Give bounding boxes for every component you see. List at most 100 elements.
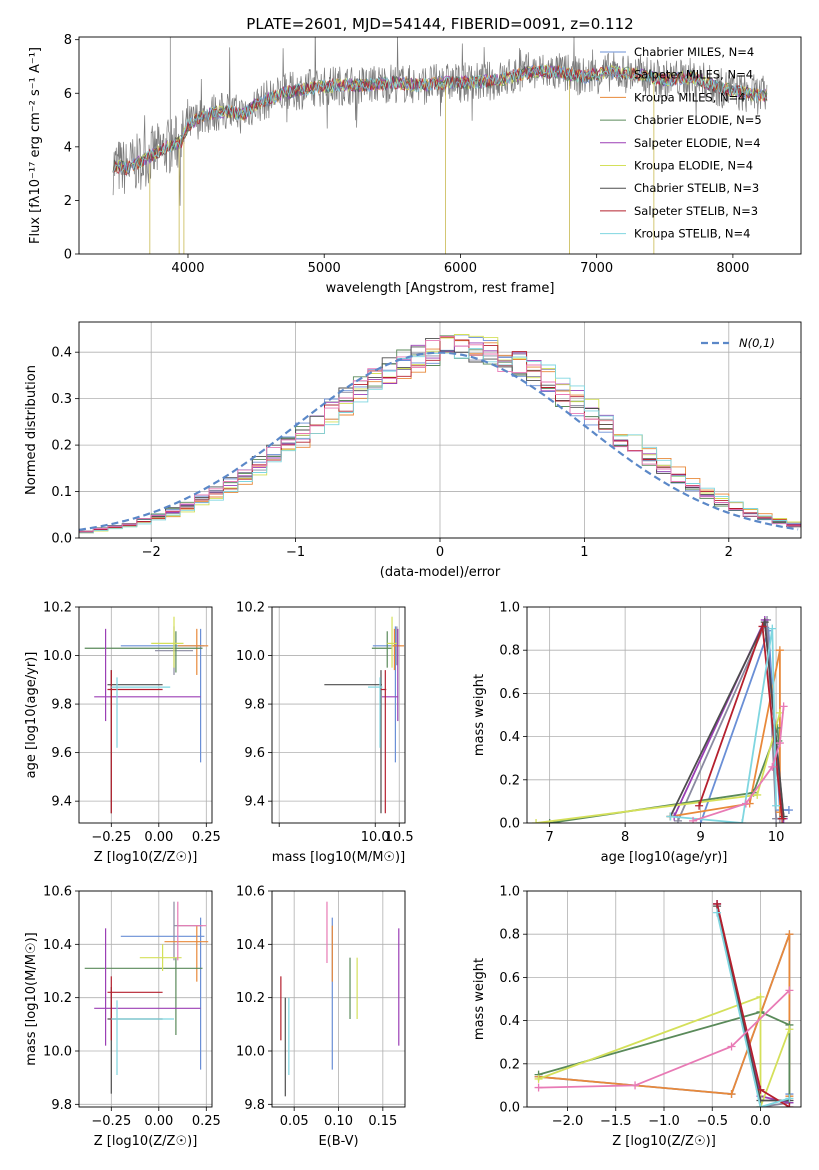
mass-weight-marker [727, 1090, 736, 1099]
plot-area [534, 899, 794, 1107]
mass-weight-marker [778, 814, 787, 823]
y-tick-label: 9.8 [244, 698, 265, 713]
y-tick-label: 10.0 [236, 649, 265, 664]
x-tick-label: −1 [286, 545, 305, 560]
normal-curve [79, 351, 799, 531]
y-tick-label: 4 [64, 140, 72, 155]
mass-weight-line [670, 650, 781, 818]
model-spectrum-line [112, 65, 768, 175]
x-tick-label: 9 [696, 830, 704, 845]
y-tick-label: 10.2 [236, 601, 265, 616]
y-tick-label: 0.0 [499, 1101, 520, 1116]
figure-title: PLATE=2601, MJD=54144, FIBERID=0091, z=0… [246, 15, 633, 33]
spectrum-axes: 4000 5000 6000 7000 8000 0 2 4 6 8 wavelength [Ang… [28, 33, 802, 296]
mass-weight-marker [785, 1094, 794, 1103]
mass-weight-marker [785, 1025, 794, 1034]
y-tick-label: 0.4 [499, 730, 520, 745]
y-tick-label: 0.2 [499, 1057, 520, 1072]
y-tick-label: 10.6 [43, 885, 72, 900]
x-tick-label: 0.00 [144, 830, 173, 845]
y-tick-label: 8 [64, 33, 72, 48]
axes-frame [271, 890, 406, 1108]
x-tick-label: 10.0 [361, 830, 390, 845]
y-tick-label: 0.0 [499, 817, 520, 832]
model-spectrum-line [112, 66, 768, 175]
x-tick-label: −1.0 [648, 1114, 680, 1129]
plot-area [280, 901, 400, 1097]
mass-weight-marker [738, 819, 747, 823]
x-axis-label: wavelength [Angstrom, rest frame] [326, 281, 555, 296]
x-axis-label: Z [log10(Z/Z☉)] [612, 1134, 716, 1149]
mass-weight-marker [785, 986, 794, 995]
mass-weight-marker [768, 624, 777, 633]
x-tick-label: 8000 [716, 261, 749, 276]
x-tick-label: 4000 [171, 261, 204, 276]
x-tick-label: 0 [436, 545, 444, 560]
mass-weight-marker [775, 646, 784, 655]
legend-label: Salpeter ELODIE, N=4 [634, 136, 761, 150]
y-tick-label: 9.4 [51, 795, 72, 810]
mass-weight-marker [695, 801, 704, 810]
y-axis-label: mass weight [472, 958, 487, 1040]
y-tick-label: 9.6 [51, 746, 72, 761]
mass-weight-marker [756, 1103, 765, 1107]
x-tick-label: 10 [768, 830, 785, 845]
mass-weight-marker [666, 812, 675, 821]
y-tick-label: 0.2 [499, 773, 520, 788]
plot-area [324, 616, 405, 814]
x-tick-label: 7000 [580, 261, 613, 276]
y-tick-label: 9.4 [244, 795, 265, 810]
y-tick-label: 0 [64, 248, 72, 263]
legend-label: N(0,1) [739, 336, 775, 350]
x-tick-label: 0.10 [324, 1114, 353, 1129]
plot-area [112, 37, 768, 254]
model-spectrum-line [112, 63, 768, 173]
x-axis-label: Z [log10(Z/Z☉)] [94, 1134, 198, 1149]
mass-weight-marker [779, 702, 788, 711]
y-axis-label: age [log10(age/yr)] [24, 652, 39, 779]
mass-vs-ebv-axes: 0.05 0.10 0.15 9.8 10.0 10.2 10.4 10.6 E(B-V) [236, 885, 406, 1149]
axes-frame [78, 606, 213, 824]
mass-weight-marker [784, 806, 793, 815]
massweight-vs-metallicity-axes: −2.0 −1.5 −1.0 −0.5 0.0 0.0 0.2 0.4 0.6 0.8 1.0 Z [… [472, 885, 802, 1149]
y-tick-label: 0.4 [499, 1014, 520, 1029]
x-tick-label: 0.0 [750, 1114, 771, 1129]
y-axis-label: mass [log10(M/M☉)] [24, 932, 39, 1065]
x-tick-label: −0.25 [91, 830, 131, 845]
y-tick-label: 2 [64, 194, 72, 209]
y-tick-label: 10.4 [43, 938, 72, 953]
y-tick-label: 9.8 [51, 1098, 72, 1113]
observed-spectrum [112, 37, 768, 206]
y-tick-label: 10.2 [43, 991, 72, 1006]
mass-weight-marker [545, 819, 554, 823]
legend-label: Chabrier ELODIE, N=5 [634, 113, 762, 127]
x-axis-label: mass [log10(M/M☉)] [272, 850, 405, 865]
mass-weight-marker [785, 930, 794, 939]
x-tick-label: 6000 [444, 261, 477, 276]
x-tick-label: 10.5 [385, 830, 414, 845]
mass-weight-marker [534, 1083, 543, 1092]
x-tick-label: −0.25 [91, 1114, 131, 1129]
x-tick-label: 1 [580, 545, 588, 560]
mass-weight-marker [727, 1042, 736, 1051]
plot-area [532, 615, 793, 823]
residuals-axes: −2 −1 0 1 2 0.0 0.1 0.2 0.3 0.4 (data-model)/error… [24, 321, 802, 580]
mass-weight-marker [753, 790, 762, 799]
mass-weight-marker [631, 1081, 640, 1090]
y-tick-label: 10.0 [43, 649, 72, 664]
mass-weight-marker [713, 899, 722, 908]
x-tick-label: 5000 [308, 261, 341, 276]
legend-label: Chabrier STELIB, N=3 [634, 181, 759, 195]
y-tick-label: 10.0 [43, 1045, 72, 1060]
grid [527, 606, 801, 824]
x-tick-label: −1.5 [600, 1114, 632, 1129]
axes-frame [271, 606, 406, 824]
mass-weight-marker [768, 762, 777, 771]
massweight-vs-age-axes: 7 8 9 10 0.0 0.2 0.4 0.6 0.8 1.0 age [log10(age/yr… [472, 601, 802, 865]
mass-weight-marker [532, 819, 541, 823]
legend-label: Kroupa MILES, N=4 [634, 90, 746, 104]
y-tick-label: 9.8 [244, 1098, 265, 1113]
y-axis-label: Flux [fλ10⁻¹⁷ erg cm⁻² s⁻¹ A⁻¹] [28, 47, 43, 244]
y-tick-label: 10.6 [236, 885, 265, 900]
